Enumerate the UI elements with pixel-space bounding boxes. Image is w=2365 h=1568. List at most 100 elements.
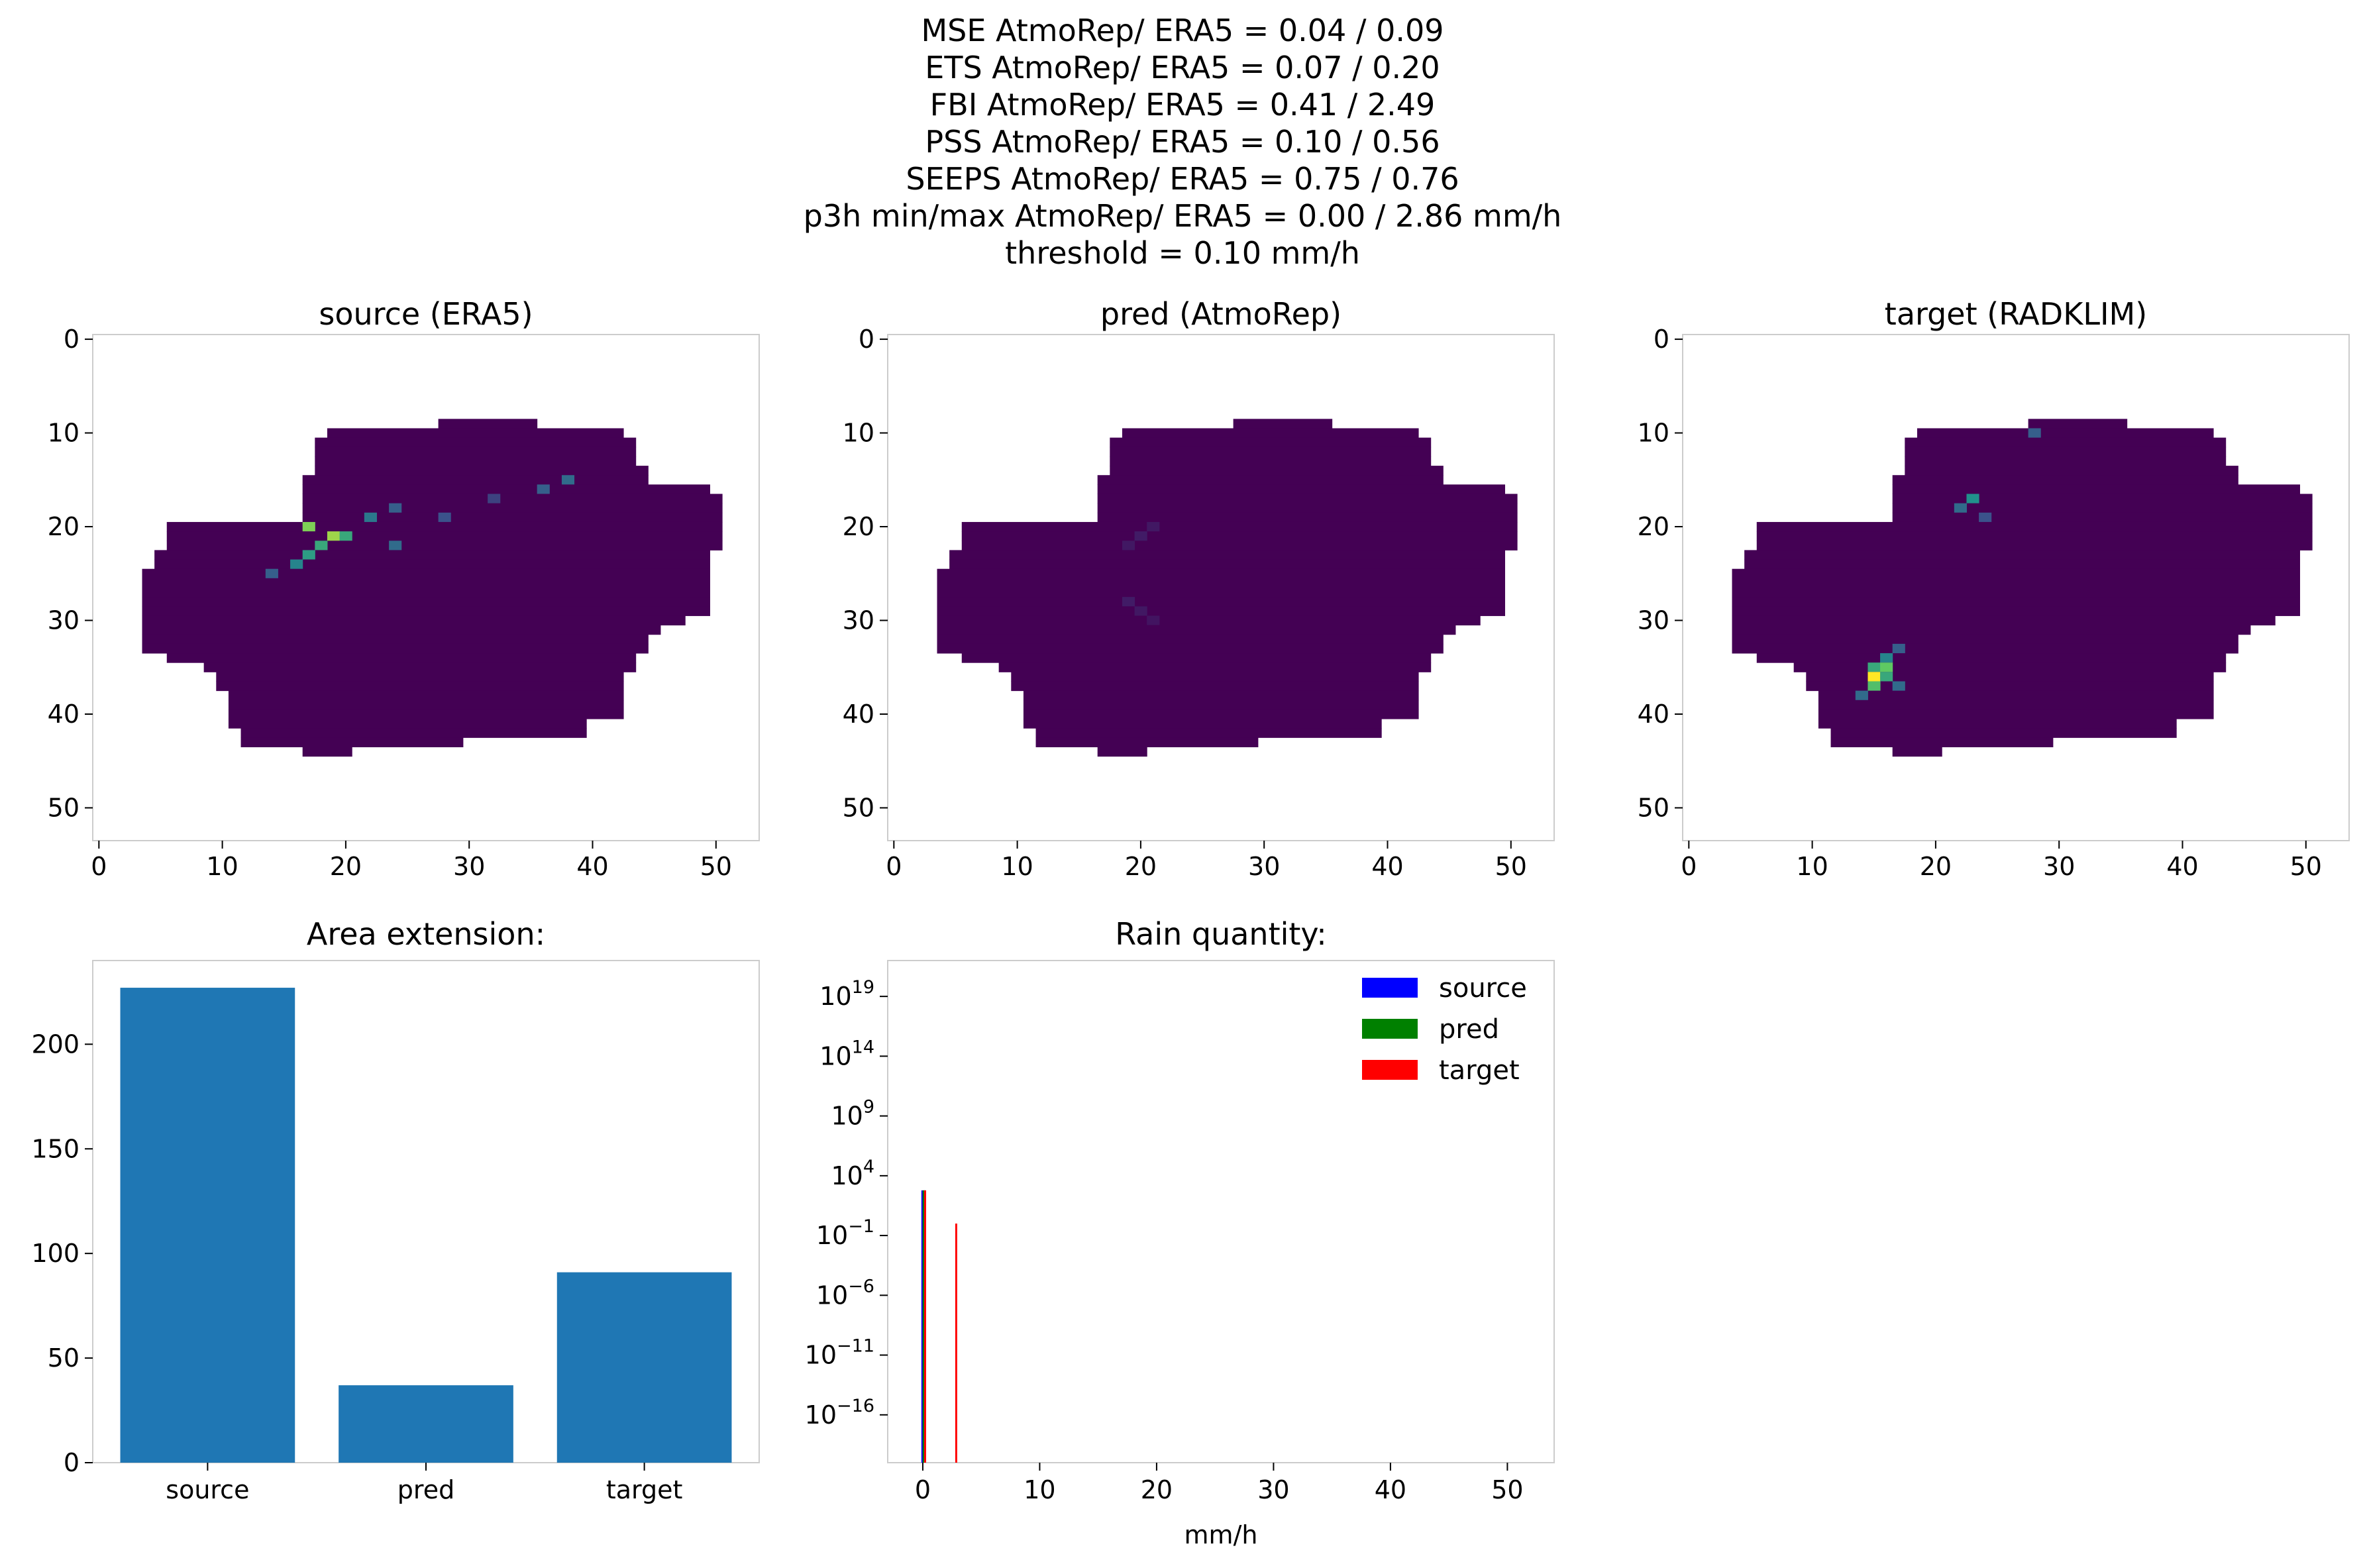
x-tick-label: 30 xyxy=(1248,852,1280,881)
heatmap-row xyxy=(240,737,464,748)
heatmap-row xyxy=(961,541,1518,550)
heatmap-cell xyxy=(302,521,315,532)
y-tick-label: 30 xyxy=(1638,606,1669,635)
x-tick-label: 40 xyxy=(2166,852,2198,881)
heatmap-row xyxy=(2028,419,2128,429)
heatmap-cell xyxy=(1122,597,1135,607)
heatmap-row xyxy=(1097,747,1147,757)
x-tick-label: 40 xyxy=(1375,1475,1406,1504)
heatmap-row xyxy=(142,625,661,635)
heatmap-row xyxy=(1892,512,2313,523)
y-tick-label: 0 xyxy=(859,325,874,354)
heatmap-cell xyxy=(1880,653,1893,663)
heatmap-cell xyxy=(339,531,352,541)
hist-bar-target xyxy=(955,1224,957,1463)
y-tick-label: 10−1 xyxy=(816,1216,874,1250)
y-tick-label: 10−6 xyxy=(816,1276,874,1310)
y-tick-label: 10 xyxy=(1638,419,1669,448)
y-tick-label: 20 xyxy=(843,512,874,541)
heatmap-frame xyxy=(1682,334,2350,841)
heatmap-cell xyxy=(1134,606,1147,616)
heatmap-row xyxy=(1110,446,1432,457)
heatmap-row xyxy=(142,568,710,579)
heatmap-row xyxy=(1023,690,1419,701)
heatmap-row xyxy=(961,521,1518,532)
y-tick-label: 0 xyxy=(64,1448,79,1477)
heatmap-cells xyxy=(142,419,723,757)
rain-quantity-chart: mm/h 0 10 20 30 40 50 10−16 10−11 10−6 10−1 104 109… xyxy=(805,960,1555,1549)
heatmap-cell xyxy=(1892,643,1905,654)
heatmap-row xyxy=(1806,672,2214,682)
heatmap-row xyxy=(142,615,686,626)
heatmap-cell xyxy=(561,475,575,485)
heatmap-cell xyxy=(1880,672,1893,682)
heatmap-row xyxy=(1732,606,2300,616)
heatmap-cell xyxy=(1122,541,1135,550)
heatmap-row xyxy=(1756,653,2227,663)
heatmap-cell xyxy=(2028,428,2041,439)
pred-heatmap-title: pred (AtmoRep) xyxy=(1100,296,1342,332)
heatmap-row xyxy=(1732,643,2238,654)
heatmap-cell xyxy=(302,550,315,560)
heatmap-row xyxy=(1023,709,1419,719)
y-tick-label: 20 xyxy=(1638,512,1669,541)
pred-heatmap: 0 10 20 30 40 50 0 10 20 30 40 50 xyxy=(843,325,1555,881)
heatmap-row xyxy=(961,531,1518,541)
heatmap-row xyxy=(166,653,637,663)
heatmap-cell xyxy=(1867,681,1881,692)
heatmap-row xyxy=(1732,597,2300,607)
heatmap-row xyxy=(937,606,1505,616)
heatmap-cell xyxy=(1892,681,1905,692)
heatmap-cell xyxy=(1147,521,1160,532)
heatmap-row xyxy=(1744,550,2300,560)
y-tick-label: 100 xyxy=(31,1239,79,1268)
heatmap-cells xyxy=(1732,419,2313,757)
bar-source xyxy=(120,988,295,1463)
heatmap-row xyxy=(1905,446,2227,457)
hist-bar-pred xyxy=(922,1190,925,1463)
x-tick-label: 30 xyxy=(453,852,485,881)
heatmap-row xyxy=(1830,737,2054,748)
heatmap-cell xyxy=(1147,615,1160,626)
heatmap-cell xyxy=(364,512,377,523)
heatmap-row xyxy=(142,597,710,607)
y-tick-label: 104 xyxy=(831,1157,874,1190)
heatmap-row xyxy=(937,568,1505,579)
legend-label-target: target xyxy=(1439,1055,1520,1086)
heatmap-frame xyxy=(92,334,760,841)
heatmap-cell xyxy=(1966,494,1979,504)
y-tick-label: 40 xyxy=(48,700,79,729)
x-tick-label: pred xyxy=(397,1475,454,1504)
heatmap-row xyxy=(315,446,637,457)
heatmap-row xyxy=(1023,719,1382,729)
heatmap-row xyxy=(1732,634,2238,645)
heatmap-cell xyxy=(1134,531,1147,541)
legend-label-source: source xyxy=(1439,973,1527,1004)
y-tick-label: 40 xyxy=(843,700,874,729)
heatmap-row xyxy=(302,494,723,504)
heatmap-row xyxy=(166,521,723,532)
heatmap-row xyxy=(1806,681,2214,692)
heatmap-row xyxy=(1023,700,1419,710)
heatmap-row xyxy=(438,419,538,429)
x-tick-label: 20 xyxy=(1125,852,1157,881)
heatmap-row xyxy=(1097,512,1518,523)
heatmap-row xyxy=(998,662,1432,672)
area-extension-chart: source pred target 0 50 100 150 200 xyxy=(31,960,760,1504)
heatmap-cell xyxy=(1880,662,1893,672)
heatmap-row xyxy=(302,503,723,513)
heatmap-cell xyxy=(315,541,328,550)
y-tick-label: 10 xyxy=(48,419,79,448)
suptitle-line-fbi: FBI AtmoRep/ ERA5 = 0.41 / 2.49 xyxy=(929,87,1436,123)
x-tick-label: 20 xyxy=(1141,1475,1173,1504)
heatmap-row xyxy=(937,615,1481,626)
x-tick-label: 10 xyxy=(1001,852,1033,881)
heatmap-row xyxy=(1905,437,2227,448)
heatmap-row xyxy=(1035,728,1382,738)
heatmap-cell xyxy=(438,512,451,523)
heatmap-cell xyxy=(1867,662,1881,672)
x-tick-label: 40 xyxy=(1371,852,1403,881)
suptitle-line-mse: MSE AtmoRep/ ERA5 = 0.04 / 0.09 xyxy=(921,13,1444,48)
heatmap-row xyxy=(142,643,649,654)
heatmap-row xyxy=(1892,484,2300,495)
